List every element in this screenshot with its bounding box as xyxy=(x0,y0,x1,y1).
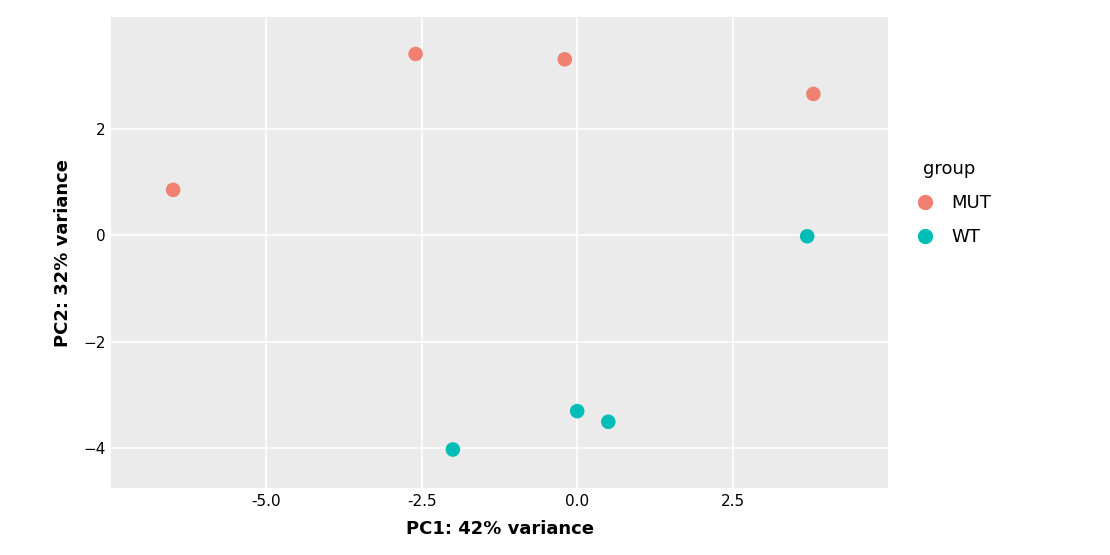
Point xyxy=(444,445,462,454)
Point xyxy=(805,89,823,98)
Point xyxy=(568,407,586,416)
Point xyxy=(164,185,182,194)
Point xyxy=(599,417,617,426)
Point xyxy=(556,55,574,64)
Point xyxy=(798,232,816,241)
Legend: MUT, WT: MUT, WT xyxy=(896,149,1002,257)
Point xyxy=(406,49,424,58)
X-axis label: PC1: 42% variance: PC1: 42% variance xyxy=(405,520,594,538)
Y-axis label: PC2: 32% variance: PC2: 32% variance xyxy=(54,159,72,346)
